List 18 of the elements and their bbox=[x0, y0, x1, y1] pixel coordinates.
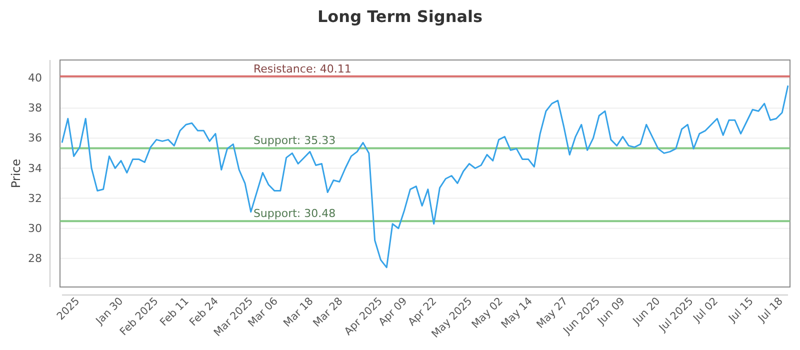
y-tick-label: 36 bbox=[28, 132, 42, 145]
x-tick-label: Apr 22 bbox=[406, 295, 440, 328]
ref-line-label: Resistance: 40.11 bbox=[253, 62, 352, 76]
x-tick-label: Jul 15 bbox=[726, 295, 756, 326]
y-axis-title: Price bbox=[9, 158, 23, 188]
y-tick-label: 28 bbox=[28, 252, 42, 265]
y-tick-label: 32 bbox=[28, 192, 42, 205]
y-tick-label: 30 bbox=[28, 222, 42, 235]
y-tick-label: 40 bbox=[28, 72, 42, 85]
y-tick-label: 34 bbox=[28, 162, 42, 175]
y-tick-label: 38 bbox=[28, 102, 42, 115]
line-series bbox=[61, 84, 789, 268]
x-tick-label: Jul 18 bbox=[755, 295, 786, 326]
ref-line-label: Support: 35.33 bbox=[253, 134, 336, 148]
ref-line-label: Support: 30.48 bbox=[253, 207, 336, 220]
x-tick-label: Jan 30 bbox=[93, 295, 126, 328]
x-tick-label: Jul 02 bbox=[690, 295, 720, 326]
chart-title: Long Term Signals bbox=[317, 7, 483, 26]
